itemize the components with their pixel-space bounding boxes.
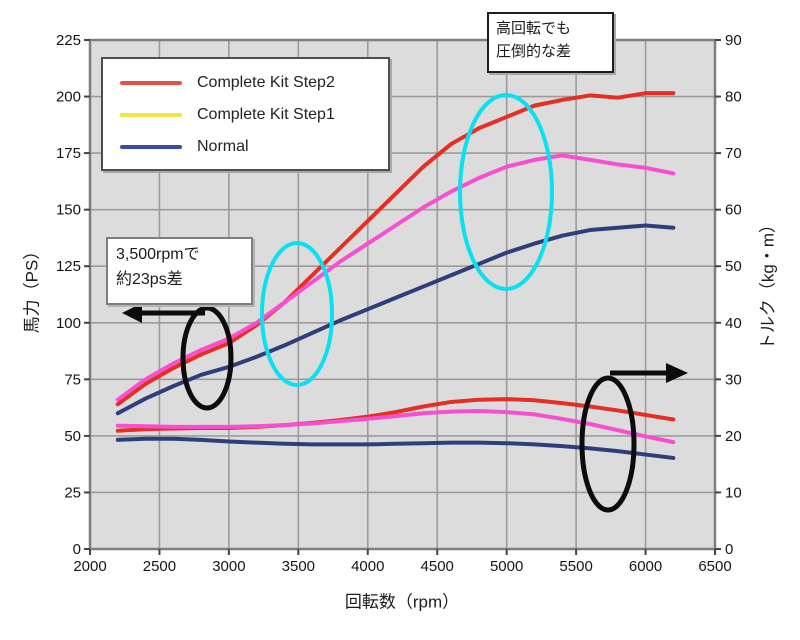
- annotation-high-rpm: 高回転でも 圧倒的な差: [487, 12, 614, 73]
- legend-label: Complete Kit Step2: [197, 74, 335, 91]
- x-tick-label: 5500: [559, 558, 592, 575]
- y-axis-title-right: トルク（kg・m）: [758, 215, 778, 351]
- x-axis-title: 回転数（rpm）: [344, 592, 460, 612]
- legend-item-normal: Normal: [103, 131, 388, 163]
- y-right-tick-label: 60: [725, 202, 742, 219]
- x-tick-label: 6500: [698, 558, 731, 575]
- y-left-tick-label: 225: [56, 32, 81, 49]
- annotation-line: 3,500rpmで: [116, 246, 200, 263]
- right-arrow-head-icon: [666, 363, 688, 383]
- y-right-tick-label: 80: [725, 89, 742, 106]
- power-curve-step2: [115, 91, 676, 407]
- torque-axis-marker-ellipse: [579, 375, 637, 513]
- y-right-tick-label: 70: [725, 145, 742, 162]
- annotation-line: 高回転でも: [496, 20, 572, 37]
- chart-legend: Complete Kit Step2 Complete Kit Step1 No…: [101, 57, 390, 171]
- legend-line-blue-icon: [120, 145, 182, 149]
- legend-line-yellow-icon: [120, 113, 182, 117]
- legend-item-step2: Complete Kit Step2: [103, 67, 388, 99]
- y-right-tick-label: 50: [725, 258, 742, 275]
- axis-ticks: 2000 2500 3000 3500 4000 4500 5000 5500 6000 6500…: [56, 32, 742, 575]
- y-left-tick-label: 200: [56, 89, 81, 106]
- y-left-tick-label: 125: [56, 258, 81, 275]
- y-left-tick-label: 100: [56, 315, 81, 332]
- x-tick-label: 2500: [143, 558, 176, 575]
- left-arrow-head-icon: [122, 303, 142, 323]
- power-curve-normal: [115, 223, 676, 416]
- x-tick-label: 6000: [629, 558, 662, 575]
- x-tick-label: 3500: [282, 558, 315, 575]
- y-left-tick-label: 25: [64, 484, 81, 501]
- x-tick-label: 2000: [73, 558, 106, 575]
- y-right-tick-label: 10: [725, 484, 742, 501]
- y-right-tick-label: 30: [725, 371, 742, 388]
- legend-label: Complete Kit Step1: [197, 106, 335, 123]
- x-tick-label: 3000: [212, 558, 245, 575]
- annotation-line: 約23ps差: [116, 270, 183, 288]
- annotation-3500rpm: 3,500rpmで 約23ps差: [106, 237, 253, 305]
- curves: [115, 91, 676, 460]
- cyan-highlight-ellipse-3500rpm: [260, 241, 334, 387]
- legend-label: Normal: [197, 138, 249, 155]
- legend-line-red-icon: [120, 81, 182, 85]
- torque-curve-step1: [115, 409, 676, 445]
- y-right-tick-label: 40: [725, 315, 742, 332]
- legend-item-step1: Complete Kit Step1: [103, 99, 388, 131]
- y-right-tick-label: 0: [725, 541, 733, 558]
- y-left-tick-label: 50: [64, 428, 81, 445]
- x-tick-label: 4000: [351, 558, 384, 575]
- y-left-tick-label: 75: [64, 371, 81, 388]
- annotation-line: 圧倒的な差: [496, 42, 572, 60]
- power-axis-marker-ellipse: [180, 305, 234, 411]
- x-tick-label: 5000: [490, 558, 523, 575]
- y-left-tick-label: 0: [73, 541, 81, 558]
- plot-border: [88, 38, 717, 551]
- x-tick-label: 4500: [421, 558, 454, 575]
- cyan-highlight-ellipse-5000rpm: [458, 93, 554, 291]
- y-axis-title-left: 馬力（PS）: [22, 242, 42, 334]
- power-curve-step1: [115, 153, 676, 402]
- y-right-tick-label: 20: [725, 428, 742, 445]
- y-left-tick-label: 175: [56, 145, 81, 162]
- y-right-tick-label: 90: [725, 32, 742, 49]
- y-left-tick-label: 150: [56, 202, 81, 219]
- annotation-marks: [122, 93, 688, 513]
